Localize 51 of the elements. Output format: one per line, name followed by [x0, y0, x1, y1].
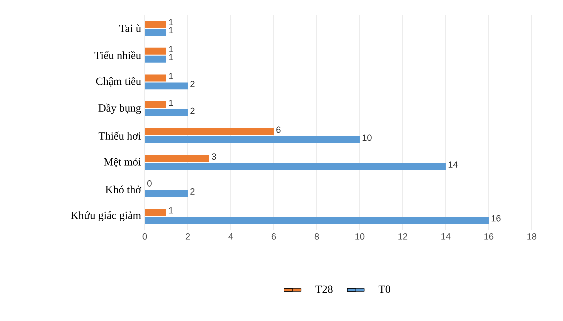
data-label: 1	[169, 19, 174, 26]
bar	[145, 110, 188, 117]
y-tick-label: Khó thở	[106, 186, 142, 194]
bar	[145, 217, 489, 224]
x-tick-label: 0	[142, 234, 148, 240]
data-label: 0	[148, 180, 152, 187]
y-tick-label: Mệt mỏi	[104, 158, 142, 168]
bar	[145, 102, 167, 109]
x-tick-label: 14	[442, 234, 451, 240]
bar	[145, 128, 274, 136]
bar	[145, 28, 167, 36]
data-label: 1	[169, 73, 174, 80]
x-tick-label: 16	[484, 234, 494, 240]
bar	[145, 209, 167, 216]
data-label: 10	[362, 134, 372, 142]
data-label: 1	[169, 100, 174, 106]
data-label: 3	[212, 154, 216, 160]
bar	[145, 74, 167, 82]
x-tick-label: 12	[398, 234, 408, 240]
x-tick-label: 18	[528, 234, 537, 240]
x-tick-label: 8	[314, 234, 320, 240]
bar	[145, 82, 188, 90]
data-label: 16	[492, 215, 501, 222]
data-label: 14	[448, 162, 458, 168]
x-tick-label: 2	[186, 234, 190, 240]
data-label: 1	[169, 46, 174, 52]
y-tick-label: Khứu giác giảm	[71, 212, 142, 222]
bar	[145, 163, 446, 170]
bar	[145, 190, 188, 198]
data-label: 1	[169, 54, 174, 60]
y-tick-label: Thiếu hơi	[98, 132, 142, 140]
data-label: 1	[169, 207, 174, 214]
y-tick-label: Tai ù	[120, 24, 142, 32]
data-label: 2	[190, 108, 195, 114]
data-label: 2	[190, 188, 195, 195]
bar	[145, 48, 167, 55]
y-tick-label: Chậm tiêu	[96, 77, 142, 87]
data-label: 6	[276, 126, 281, 134]
bar	[145, 56, 167, 63]
y-tick-label: Tiểu nhiều	[94, 51, 142, 60]
data-label: 2	[190, 81, 195, 88]
legend-label: T0	[378, 286, 391, 294]
data-label: 1	[169, 27, 174, 34]
bar	[145, 20, 167, 28]
x-tick-label: 4	[228, 234, 234, 240]
x-tick-label: 6	[272, 234, 276, 240]
bar	[145, 136, 360, 144]
legend-label: T28	[316, 286, 333, 294]
bar	[145, 155, 210, 162]
x-tick-label: 10	[356, 234, 365, 240]
y-tick-label: Đầy bụng	[98, 104, 142, 114]
